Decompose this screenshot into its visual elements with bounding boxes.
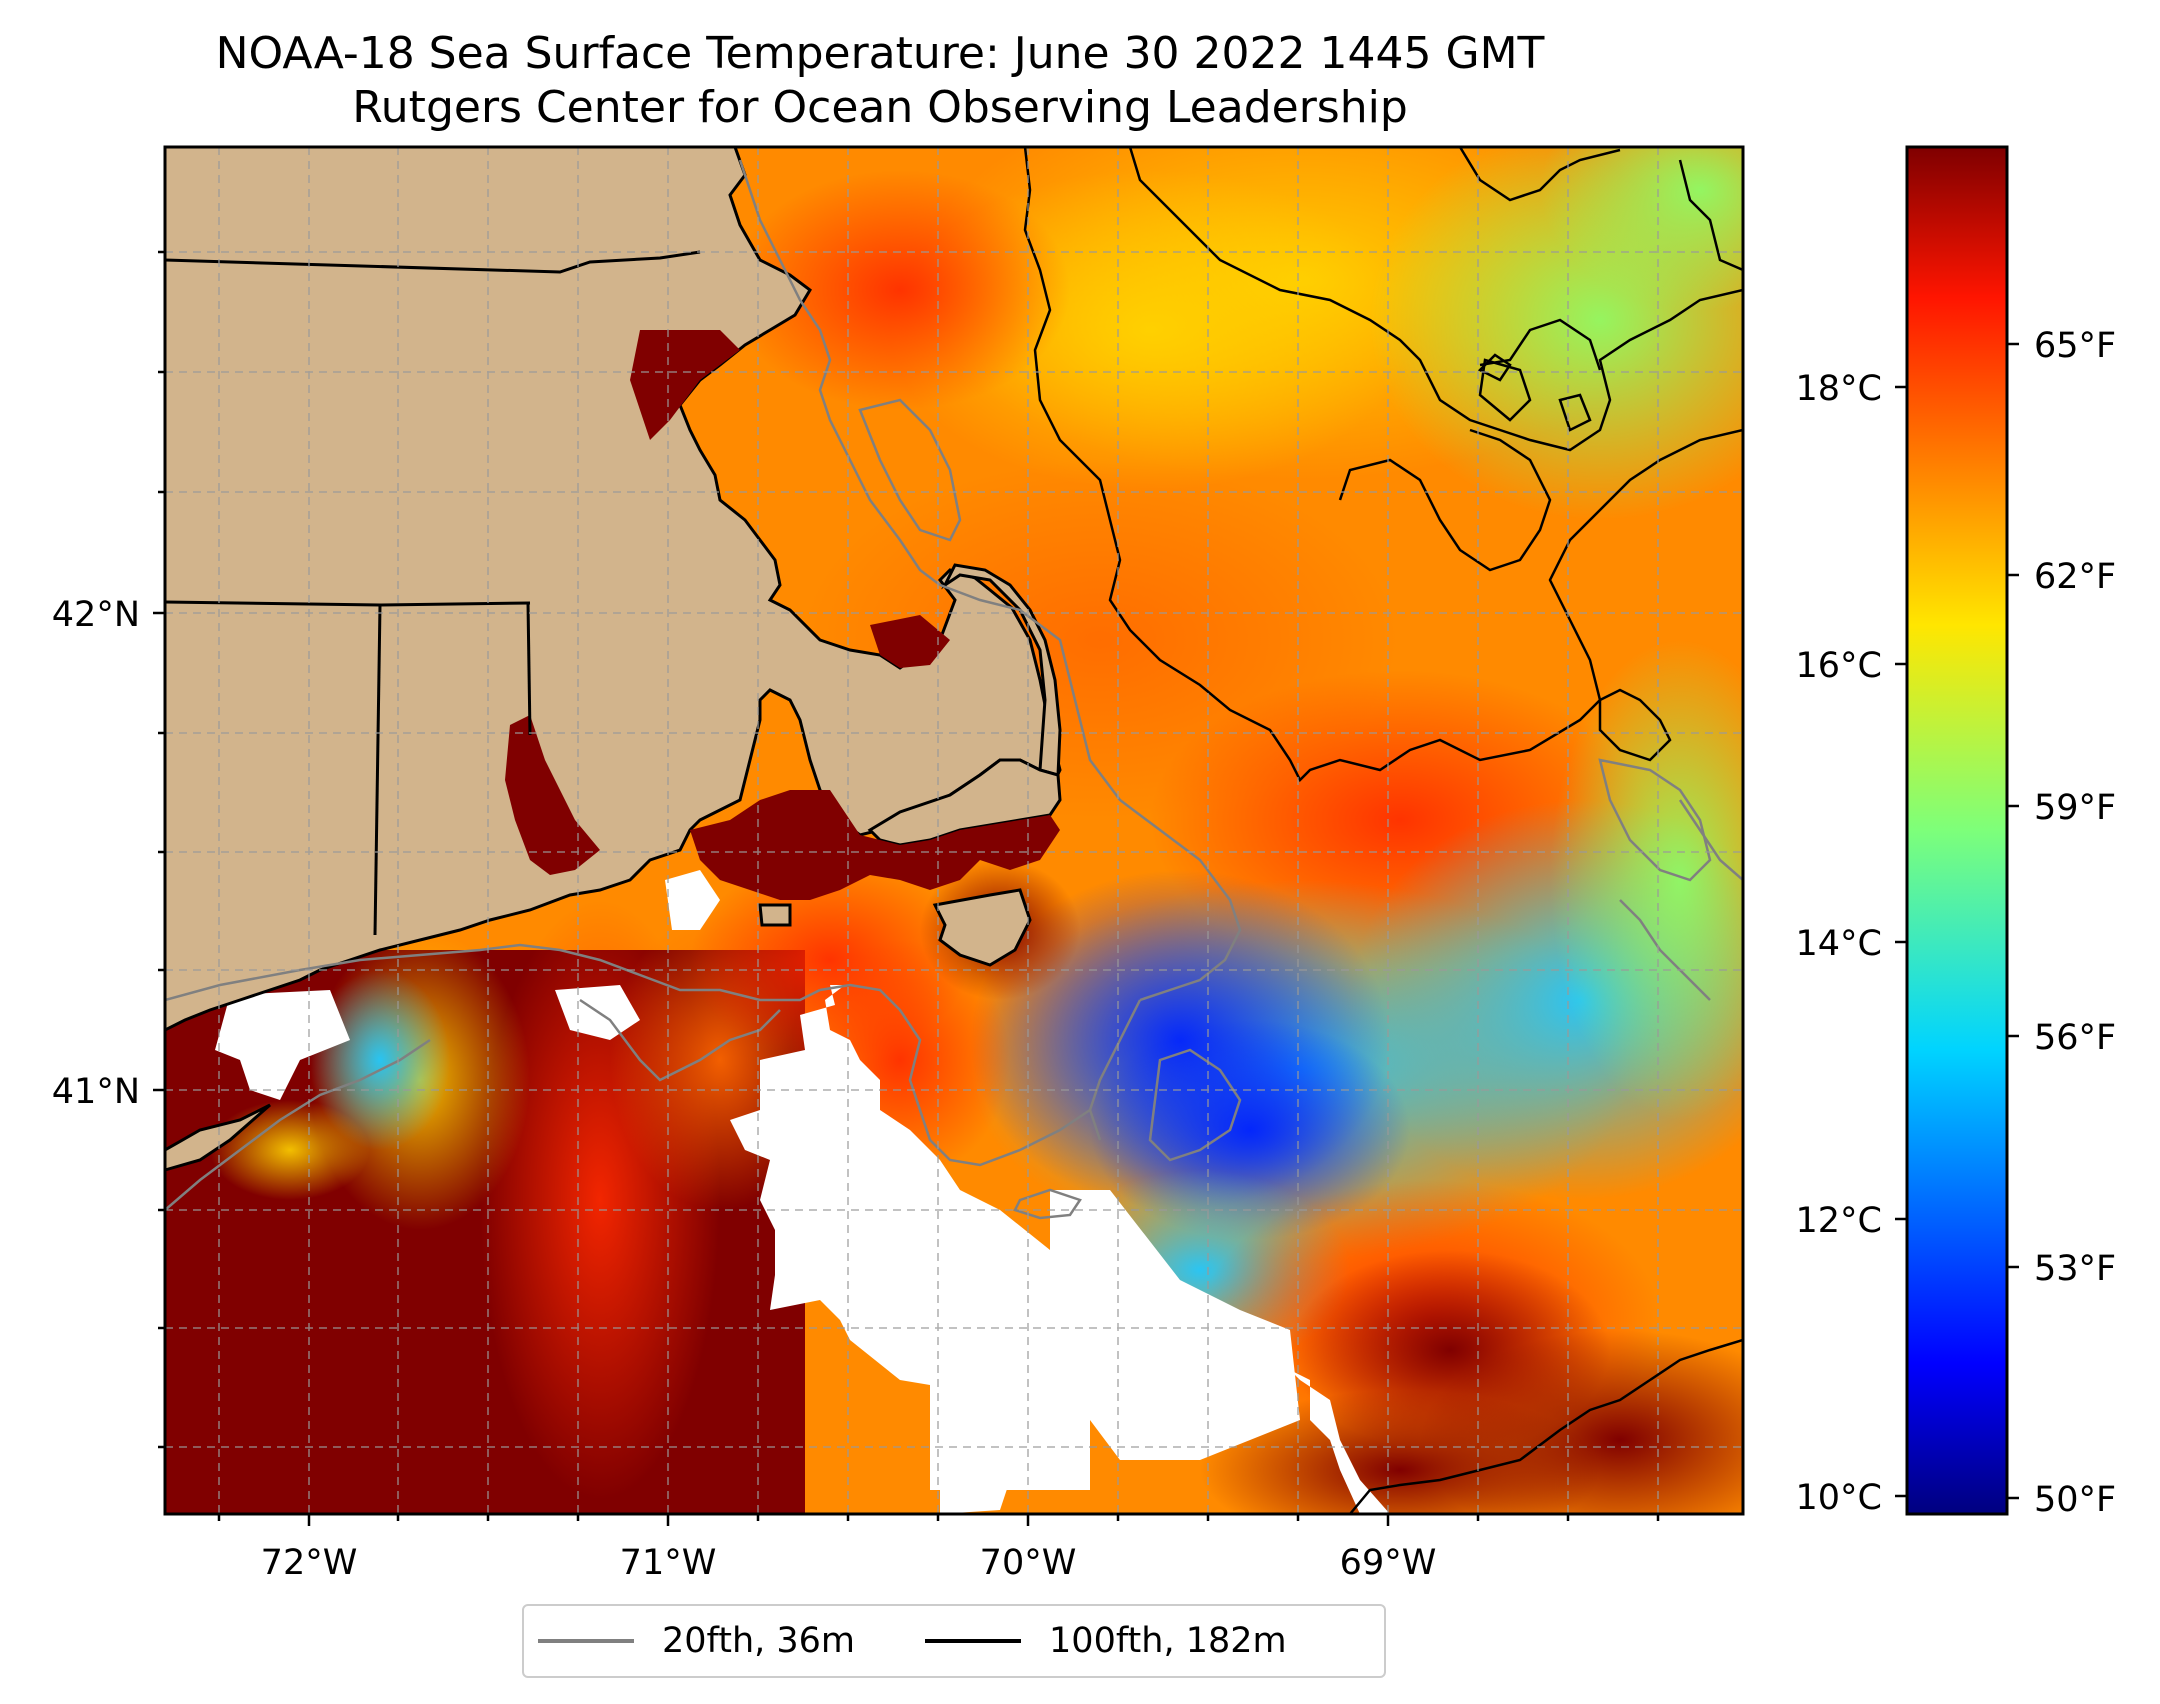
- colorbar-gradient: [1905, 145, 2009, 1516]
- lat-tick-label: 42°N: [52, 595, 140, 635]
- lon-tick-label: 71°W: [620, 1543, 717, 1583]
- map-area: [165, 147, 1743, 1514]
- lon-tick-label: 72°W: [261, 1543, 358, 1583]
- block-island: [758, 903, 792, 927]
- legend-label: 20fth, 36m: [662, 1621, 856, 1661]
- map-subtitle: Rutgers Center for Ocean Observing Leade…: [352, 82, 1408, 133]
- colorbar-fahrenheit-tick: 53°F: [2034, 1249, 2116, 1289]
- isobath-100fth: [1023, 147, 1743, 1514]
- legend-label: 100fth, 182m: [1049, 1621, 1287, 1661]
- colorbar-fahrenheit-tick: 56°F: [2034, 1018, 2116, 1058]
- map-title: NOAA-18 Sea Surface Temperature: June 30…: [215, 28, 1545, 79]
- lon-tick-label: 69°W: [1340, 1543, 1437, 1583]
- lon-tick-label: 70°W: [980, 1543, 1077, 1583]
- isobath-20fth: [165, 159, 1743, 1220]
- lat-tick-label: 41°N: [52, 1072, 140, 1112]
- gridlines: [165, 147, 1743, 1514]
- colorbar-fahrenheit-tick: 50°F: [2034, 1480, 2116, 1520]
- colorbar-fahrenheit-tick: 59°F: [2034, 788, 2116, 828]
- colorbar-fahrenheit-tick: 65°F: [2034, 326, 2116, 366]
- colorbar-fahrenheit-tick: 62°F: [2034, 557, 2116, 597]
- colorbar: 18°C 16°C 14°C 12°C 10°C 65°F 62°F 59°F …: [1796, 145, 2116, 1520]
- map-frame: [163, 145, 1745, 1516]
- colorbar-celsius-tick: 16°C: [1796, 646, 1882, 686]
- colorbar-celsius-tick: 14°C: [1796, 924, 1882, 964]
- long-island-tip: [165, 1103, 271, 1172]
- marthas-vineyard: [932, 888, 1032, 967]
- sst-field: [165, 147, 1743, 1514]
- colorbar-celsius-tick: 10°C: [1796, 1478, 1882, 1518]
- state-borders: [165, 250, 701, 936]
- colorbar-celsius-tick: 18°C: [1796, 369, 1882, 409]
- colorbar-celsius-tick: 12°C: [1796, 1201, 1882, 1241]
- legend-item-100fth: 100fth, 182m: [911, 1606, 1287, 1676]
- legend-item-20fth: 20fth, 36m: [524, 1606, 855, 1676]
- legend-line-black: [925, 1639, 1022, 1643]
- legend-line-gray: [538, 1639, 634, 1643]
- axis-ticks: [153, 250, 1660, 1526]
- isobath-legend: 20fth, 36m 100fth, 182m: [522, 1604, 1386, 1678]
